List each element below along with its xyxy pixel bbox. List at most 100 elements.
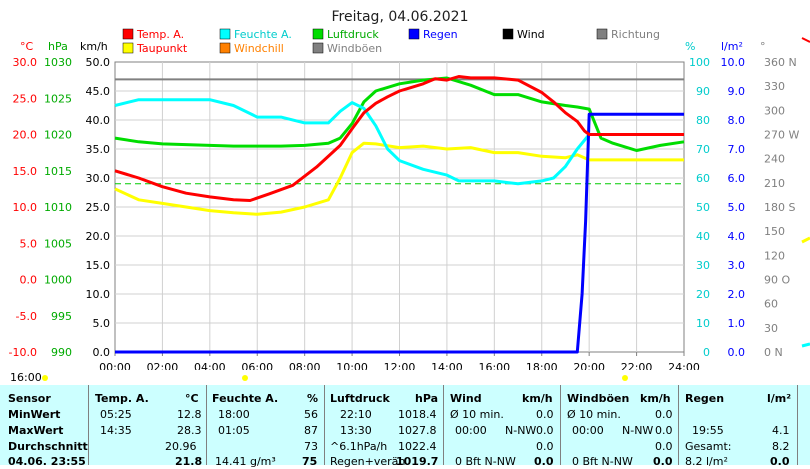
cur-feuchte-label: 14.41 g/m³ (215, 455, 276, 468)
cur-feuchte-val: 75 (302, 455, 318, 468)
min-feuchte-val: 56 (304, 408, 318, 421)
rain-axis-tick: 5.0 (728, 201, 746, 214)
temp-axis-tick: -10.0 (9, 346, 37, 359)
min-wind-label: Ø 10 min. (450, 408, 504, 421)
hdr-feuchte-unit: % (307, 392, 319, 405)
avg-label: Durchschnitt (8, 440, 88, 453)
hdr-boeen: Windböen (567, 392, 630, 405)
wind-axis-tick: 40.0 (86, 114, 111, 127)
max-temp-val: 28.3 (177, 424, 202, 437)
avg-temp-val: 20.96 (165, 440, 197, 453)
cur-label: 04.06. 23:55 (8, 455, 86, 468)
min-boeen-val: 0.0 (655, 408, 673, 421)
min-wind-val: 0.0 (536, 408, 554, 421)
humidity-axis-unit: % (685, 40, 695, 53)
max-feuchte-time: 01:05 (218, 424, 250, 437)
wind-axis-tick: 10.0 (86, 288, 111, 301)
legend-label: Windchill (234, 42, 284, 55)
series-line-feuchte-a (114, 98, 684, 186)
rain-axis-tick: 9.0 (728, 85, 746, 98)
wind-axis-tick: 5.0 (93, 317, 111, 330)
temp-axis-tick: 5.0 (20, 237, 38, 250)
stats-min-row: MinWert 05:25 12.8 18:00 56 22:10 1018.4… (0, 408, 800, 422)
hdr-boeen-unit: km/h (640, 392, 671, 405)
cur-wind-val: 0.0 (534, 455, 554, 468)
direction-axis-tick: 240 (764, 153, 785, 166)
temp-axis-tick: 20.0 (13, 129, 38, 142)
wind-axis-tick: 30.0 (86, 172, 111, 185)
x-axis-tick-label: 08:00 (289, 361, 321, 372)
pressure-axis-unit: hPa (48, 40, 68, 53)
legend-label: Regen (423, 28, 458, 41)
series-line-luftdruck (114, 76, 685, 152)
humidity-axis-tick: 40 (696, 230, 710, 243)
legend-label: Richtung (611, 28, 660, 41)
rain-axis-tick: 10.0 (721, 56, 746, 69)
temp-axis-tick: 15.0 (13, 165, 38, 178)
rain-axis-unit: l/m² (721, 40, 743, 53)
legend-label: Wind (517, 28, 545, 41)
wind-axis-tick: 0.0 (93, 346, 111, 359)
chart-legend: Temp. A. Feuchte A. Luftdruck Regen Wind Rich… (122, 28, 660, 55)
legend-label: Luftdruck (327, 28, 379, 41)
cur-wind-label: 0 Bft N-NW (455, 455, 516, 468)
min-label: MinWert (8, 408, 61, 421)
avg-regen-label: Gesamt: (685, 440, 732, 453)
pressure-axis-tick: 1020 (44, 129, 72, 142)
stats-avg-row: Durchschnitt 20.96 73 ^6.1hPa/h 1022.4 0… (0, 440, 800, 454)
rain-axis-tick: 4.0 (728, 230, 746, 243)
direction-axis-tick: 330 (764, 80, 785, 93)
humidity-axis-tick: 20 (696, 288, 710, 301)
grid-lines (115, 62, 684, 352)
avg-feuchte-val: 73 (304, 440, 318, 453)
x-axis-tick-label: 02:00 (147, 361, 179, 372)
direction-axis-tick: 60 (764, 298, 778, 311)
temp-axis-tick: 25.0 (13, 92, 38, 105)
max-feuchte-val: 87 (304, 424, 318, 437)
rain-axis-tick: 2.0 (728, 288, 746, 301)
temp-axis-tick: -5.0 (16, 310, 37, 323)
wind-axis-tick: 25.0 (86, 201, 111, 214)
pressure-axis-tick: 1015 (44, 165, 72, 178)
max-wind-dir: N-NW (505, 424, 537, 437)
direction-axis-tick: 270 W (764, 129, 799, 142)
x-axis-tick-label: 22:00 (621, 361, 653, 372)
avg-druck-label: ^6.1hPa/h (330, 440, 388, 453)
direction-axis-tick: 0 N (764, 346, 783, 359)
x-axis-tick-label: 20:00 (573, 361, 605, 372)
legend-swatch (312, 42, 324, 54)
avg-boeen-val: 0.0 (655, 440, 673, 453)
cur-boeen-label: 0 Bft N-NW (572, 455, 633, 468)
legend-swatch (408, 28, 420, 40)
legend-label: Windböen (327, 42, 382, 55)
hdr-luftdruck: Luftdruck (330, 392, 390, 405)
rain-axis-tick: 7.0 (728, 143, 746, 156)
wind-axis-tick: 50.0 (86, 56, 111, 69)
direction-axis-tick: 120 (764, 249, 785, 262)
legend-swatch (219, 28, 231, 40)
hdr-wind: Wind (450, 392, 482, 405)
wind-axis-tick: 45.0 (86, 85, 111, 98)
cur-druck-label: Regen+verän (330, 455, 406, 468)
legend-label: Taupunkt (136, 42, 188, 55)
series-line-regen (115, 112, 684, 354)
x-axis-tick-label: 12:00 (384, 361, 416, 372)
series-line-temp-a (114, 75, 684, 202)
cur-druck-val: 1019.7 (396, 455, 439, 468)
chart-title: Freitag, 04.06.2021 (332, 9, 469, 25)
min-temp-time: 05:25 (100, 408, 132, 421)
pressure-axis-tick: 990 (51, 346, 72, 359)
max-druck-time: 13:30 (340, 424, 372, 437)
legend-label: Temp. A. (136, 28, 184, 41)
x-axis-tick-label: 24:00 (668, 361, 700, 372)
legend-swatch (312, 28, 324, 40)
humidity-axis-tick: 0 (703, 346, 710, 359)
humidity-axis-tick: 10 (696, 317, 710, 330)
direction-axis-tick: 30 (764, 322, 778, 335)
pressure-axis-tick: 1000 (44, 274, 72, 287)
max-temp-time: 14:35 (100, 424, 132, 437)
wind-axis-unit: km/h (80, 40, 108, 53)
temp-axis-tick: 0.0 (20, 274, 38, 287)
hdr-temp: Temp. A. (95, 392, 149, 405)
pressure-axis-tick: 1030 (44, 56, 72, 69)
